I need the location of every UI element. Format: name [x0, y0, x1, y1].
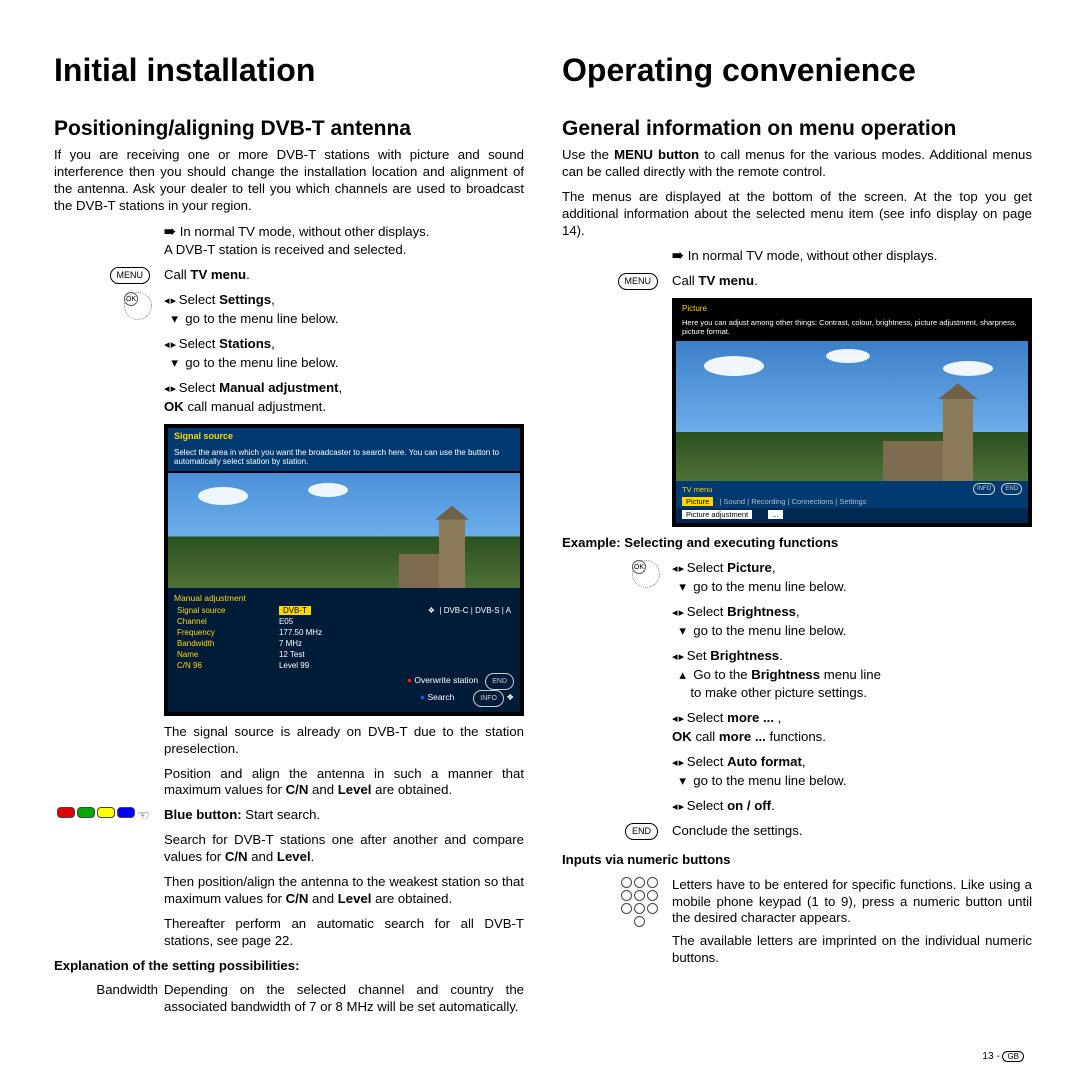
- inputs-heading: Inputs via numeric buttons: [562, 852, 731, 867]
- explanation-heading: Explanation of the setting possibilities…: [54, 958, 299, 973]
- row-menu-r: MENU Call TV menu.: [562, 273, 1032, 292]
- row-select-settings: OK ◂ ▸ Select Settings, ▾ go to the menu…: [54, 292, 524, 330]
- hand-icon: ☞: [137, 807, 150, 824]
- row-end: END Conclude the settings.: [562, 823, 1032, 842]
- menu-button-icon: MENU: [618, 273, 659, 290]
- yellow-button-icon: [97, 807, 115, 818]
- arrow-icon: [164, 224, 180, 239]
- example-heading: Example: Selecting and executing functio…: [562, 535, 838, 550]
- arrow-icon: [672, 248, 688, 263]
- row-select-stations: ◂ ▸ Select Stations, ▾ go to the menu li…: [54, 336, 524, 374]
- left-intro: If you are receiving one or more DVB-T s…: [54, 147, 524, 215]
- green-button-icon: [77, 807, 95, 818]
- row-normal-mode: In normal TV mode, without other display…: [54, 223, 524, 262]
- right-h2: General information on menu operation: [562, 117, 1032, 141]
- row-select-picture: OK ◂ ▸ Select Picture, ▾ go to the menu …: [562, 560, 1032, 598]
- menu-button-icon: MENU: [110, 267, 151, 284]
- left-column: Initial installation Positioning/alignin…: [54, 52, 524, 1060]
- left-h1: Initial installation: [54, 52, 524, 89]
- row-numeric: Letters have to be entered for specific …: [562, 877, 1032, 969]
- ok-pad-icon: OK: [124, 292, 150, 318]
- row-bandwidth: Bandwidth Depending on the selected chan…: [54, 982, 524, 1018]
- blue-button-icon: [117, 807, 135, 818]
- red-button-icon: [57, 807, 75, 818]
- page-footer: 13 - GB: [982, 1051, 1024, 1062]
- screenshot-picture-menu: Picture Here you can adjust among other …: [672, 298, 1032, 527]
- numpad-icon: [621, 877, 658, 929]
- row-menu: MENU Call TV menu.: [54, 267, 524, 286]
- row-select-manual: ◂ ▸ Select Manual adjustment, OK call ma…: [54, 380, 524, 418]
- row-color-buttons: ☞ Blue button: Start search.: [54, 807, 524, 826]
- end-button-icon: END: [625, 823, 658, 840]
- ok-pad-icon: OK: [632, 560, 658, 586]
- left-h2: Positioning/aligning DVB-T antenna: [54, 117, 524, 141]
- right-h1: Operating convenience: [562, 52, 1032, 89]
- right-column: Operating convenience General informatio…: [562, 52, 1032, 1060]
- screenshot-signal-source: Signal source Select the area in which y…: [164, 424, 524, 716]
- row-normal-mode-r: In normal TV mode, without other display…: [562, 247, 1032, 267]
